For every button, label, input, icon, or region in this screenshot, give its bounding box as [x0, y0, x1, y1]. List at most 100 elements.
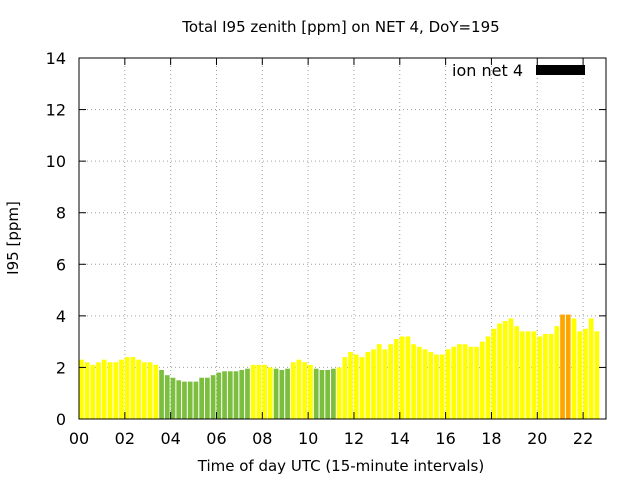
- bar: [290, 362, 296, 419]
- y-axis-label: I95 [ppm]: [4, 201, 22, 275]
- bar: [525, 331, 531, 419]
- bar: [176, 380, 182, 419]
- bar: [113, 362, 119, 419]
- bar: [296, 359, 302, 419]
- bar: [502, 321, 508, 419]
- bar: [571, 318, 577, 419]
- bar: [405, 336, 411, 419]
- bars: [79, 314, 600, 419]
- bar: [439, 354, 445, 419]
- bar: [411, 344, 416, 419]
- y-tick-label: 10: [46, 152, 66, 171]
- bar: [520, 331, 525, 419]
- bar: [537, 336, 542, 419]
- bar: [302, 362, 308, 419]
- bar: [594, 331, 600, 419]
- bar: [170, 377, 176, 419]
- bar: [107, 362, 113, 419]
- bar: [124, 357, 130, 419]
- bar: [130, 357, 136, 419]
- bar: [147, 362, 153, 419]
- legend-swatch: [536, 65, 585, 75]
- y-tick-label: 12: [46, 101, 66, 120]
- x-tick-label: 22: [573, 429, 593, 448]
- bar: [119, 359, 124, 419]
- bar: [342, 357, 348, 419]
- legend: ion net 4: [452, 61, 585, 80]
- plot-frame: [78, 57, 607, 420]
- bar: [399, 336, 405, 419]
- bar: [554, 326, 560, 419]
- bar: [193, 381, 199, 419]
- x-tick-label: 08: [252, 429, 272, 448]
- chart-title: Total I95 zenith [ppm] on NET 4, DoY=195: [181, 18, 499, 36]
- bar: [371, 349, 376, 419]
- y-tick-label: 14: [46, 49, 66, 68]
- y-tick-label: 8: [56, 204, 66, 223]
- bar: [159, 370, 164, 419]
- y-tick-label: 6: [56, 255, 66, 274]
- bar: [542, 333, 548, 419]
- bar: [445, 349, 451, 419]
- bar: [462, 344, 468, 419]
- x-tick-label: 00: [69, 429, 89, 448]
- bar: [216, 372, 222, 419]
- bar: [285, 368, 290, 419]
- bar: [376, 344, 382, 419]
- bar: [474, 346, 479, 419]
- bar: [508, 318, 514, 419]
- x-tick-label: 18: [481, 429, 501, 448]
- bar: [199, 377, 204, 419]
- bar: [96, 362, 101, 419]
- x-tick-label: 04: [160, 429, 180, 448]
- y-tick-label: 0: [56, 410, 66, 429]
- bar: [583, 328, 588, 419]
- bar: [308, 364, 313, 419]
- bar: [531, 331, 537, 419]
- bar: [422, 349, 428, 419]
- bar: [90, 364, 96, 419]
- bar: [313, 368, 319, 419]
- bar: [262, 364, 268, 419]
- bar: [250, 364, 256, 419]
- bar: [457, 344, 462, 419]
- x-tick-label: 16: [435, 429, 455, 448]
- bar: [84, 362, 90, 419]
- bar: [136, 359, 141, 419]
- bar: [245, 368, 250, 419]
- bar: [365, 351, 371, 419]
- bar: [331, 368, 336, 419]
- bar: [394, 339, 399, 419]
- bar: [187, 381, 193, 419]
- bar: [239, 370, 245, 419]
- bar: [428, 351, 434, 419]
- y-tick-label: 2: [56, 358, 66, 377]
- x-tick-label: 02: [115, 429, 135, 448]
- bar: [588, 318, 594, 419]
- bar: [497, 323, 502, 419]
- bar: [491, 328, 497, 419]
- y-tick-label: 4: [56, 307, 66, 326]
- bar: [468, 346, 474, 419]
- bar: [233, 371, 239, 419]
- bar: [273, 368, 279, 419]
- bar: [434, 354, 439, 419]
- bar: [256, 364, 262, 419]
- x-tick-label: 10: [298, 429, 318, 448]
- bar: [359, 357, 365, 419]
- bar: [416, 346, 422, 419]
- bar: [451, 346, 457, 419]
- bar: [388, 344, 394, 419]
- bar: [565, 314, 571, 419]
- bar: [353, 354, 359, 419]
- bar: [205, 377, 210, 419]
- bar: [222, 371, 227, 419]
- bar: [153, 364, 159, 419]
- bar: [268, 367, 273, 419]
- bar: [336, 367, 342, 419]
- bar: [142, 362, 147, 419]
- x-tick-label: 06: [206, 429, 226, 448]
- bar: [101, 359, 107, 419]
